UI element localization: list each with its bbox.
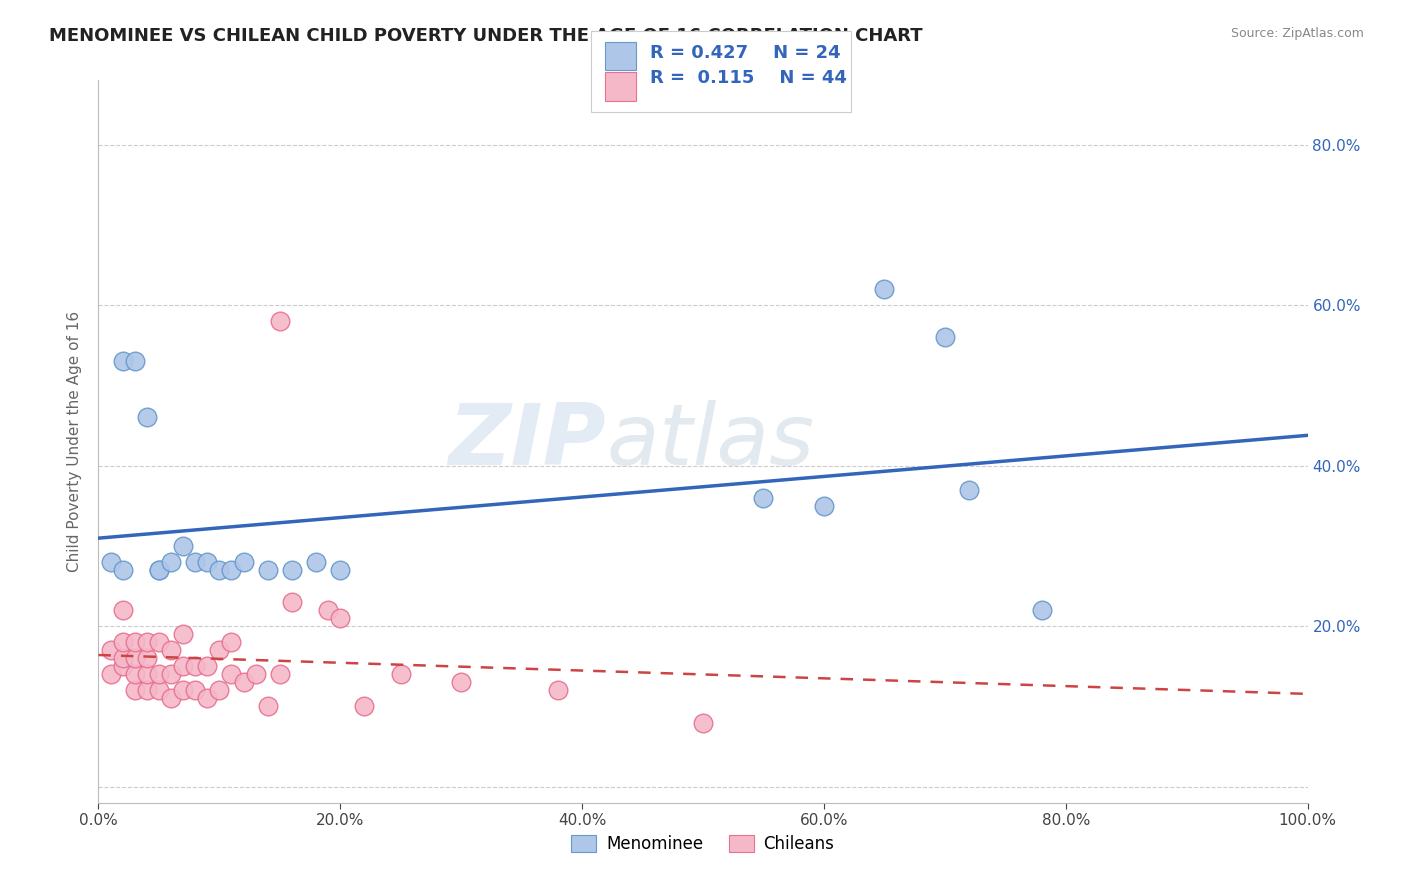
Point <box>269 314 291 328</box>
Point <box>281 595 304 609</box>
Point <box>957 483 980 497</box>
Point <box>221 563 243 577</box>
Point <box>232 675 254 690</box>
Legend: Menominee, Chileans: Menominee, Chileans <box>565 828 841 860</box>
Point <box>873 282 896 296</box>
Point <box>124 667 146 681</box>
Point <box>160 643 183 657</box>
Point <box>389 667 412 681</box>
Point <box>172 627 194 641</box>
Point <box>208 563 231 577</box>
Point <box>124 635 146 649</box>
Point <box>813 499 835 513</box>
Point <box>160 555 183 569</box>
Point <box>232 555 254 569</box>
Point <box>160 691 183 706</box>
Point <box>208 643 231 657</box>
Point <box>135 410 157 425</box>
Point <box>100 555 122 569</box>
Point <box>256 699 278 714</box>
Point <box>184 659 207 673</box>
Text: ZIP: ZIP <box>449 400 606 483</box>
Text: R = 0.427    N = 24: R = 0.427 N = 24 <box>650 44 841 62</box>
Point <box>148 667 170 681</box>
Point <box>124 651 146 665</box>
Point <box>195 691 218 706</box>
Text: Source: ZipAtlas.com: Source: ZipAtlas.com <box>1230 27 1364 40</box>
Point <box>124 683 146 698</box>
Point <box>172 539 194 553</box>
Point <box>100 643 122 657</box>
Point <box>195 555 218 569</box>
Point <box>353 699 375 714</box>
Point <box>752 491 775 505</box>
Point <box>172 659 194 673</box>
Text: MENOMINEE VS CHILEAN CHILD POVERTY UNDER THE AGE OF 16 CORRELATION CHART: MENOMINEE VS CHILEAN CHILD POVERTY UNDER… <box>49 27 922 45</box>
Point <box>100 667 122 681</box>
Point <box>221 667 243 681</box>
Point <box>245 667 267 681</box>
Point <box>256 563 278 577</box>
Point <box>269 667 291 681</box>
Point <box>184 555 207 569</box>
Point <box>305 555 328 569</box>
Point <box>329 611 352 625</box>
Point <box>281 563 304 577</box>
Point <box>111 563 134 577</box>
Point <box>148 563 170 577</box>
Text: atlas: atlas <box>606 400 814 483</box>
Point <box>135 667 157 681</box>
Point <box>124 354 146 368</box>
Point <box>329 563 352 577</box>
Y-axis label: Child Poverty Under the Age of 16: Child Poverty Under the Age of 16 <box>67 311 83 572</box>
Point <box>135 683 157 698</box>
Point <box>208 683 231 698</box>
Point <box>148 563 170 577</box>
Point <box>195 659 218 673</box>
Point <box>160 667 183 681</box>
Point <box>184 683 207 698</box>
Point <box>172 683 194 698</box>
Point <box>450 675 472 690</box>
Point <box>692 715 714 730</box>
Point <box>111 659 134 673</box>
Point <box>547 683 569 698</box>
Text: R =  0.115    N = 44: R = 0.115 N = 44 <box>650 69 846 87</box>
Point <box>111 635 134 649</box>
Point <box>934 330 956 344</box>
Point <box>316 603 339 617</box>
Point <box>135 635 157 649</box>
Point <box>111 651 134 665</box>
Point <box>111 603 134 617</box>
Point <box>1031 603 1053 617</box>
Point <box>111 354 134 368</box>
Point <box>148 683 170 698</box>
Point <box>221 635 243 649</box>
Point <box>135 651 157 665</box>
Point <box>148 635 170 649</box>
